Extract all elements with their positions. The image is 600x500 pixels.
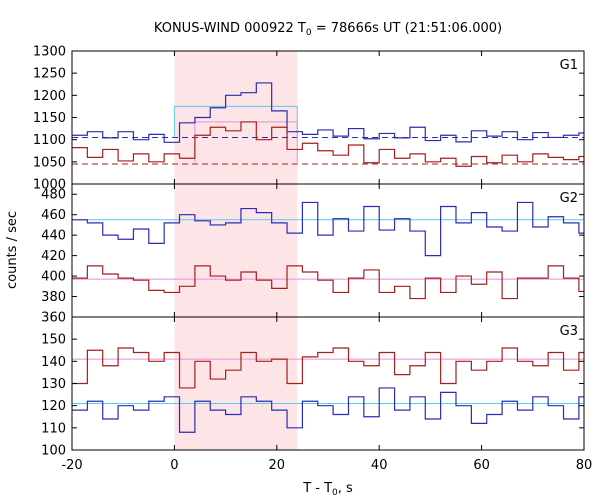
chart-title-sub: 0 bbox=[306, 28, 312, 38]
y-tick-label: 420 bbox=[41, 249, 66, 264]
series-g1-0 bbox=[72, 82, 584, 143]
y-tick-label: 1250 bbox=[33, 67, 66, 82]
y-tick-label: 460 bbox=[41, 208, 66, 223]
x-tick-label: 20 bbox=[269, 458, 286, 473]
x-axis-label-main: T - T bbox=[302, 481, 332, 496]
y-tick-label: 360 bbox=[41, 311, 66, 326]
y-tick-label: 440 bbox=[41, 229, 66, 244]
chart-title-main: KONUS-WIND 000922 T bbox=[154, 21, 306, 36]
series-g1-1 bbox=[72, 121, 584, 167]
panel-label-g2: G2 bbox=[560, 191, 578, 206]
chart-title: KONUS-WIND 000922 T0 = 78666s UT (21:51:… bbox=[154, 21, 502, 38]
series-g2-0 bbox=[72, 201, 584, 257]
panel-frame-g3 bbox=[71, 316, 585, 451]
panel-g3: G3 100 110 120 130 140 150 bbox=[41, 316, 585, 459]
y-axis-label: counts / sec bbox=[5, 211, 20, 289]
panel-g1: G1 1000 1050 1100 1150 1200 1250 1300 bbox=[33, 45, 585, 193]
y-tick-label: 480 bbox=[41, 188, 66, 203]
x-axis-label-sub: 0 bbox=[332, 488, 338, 498]
y-tick-label: 1000 bbox=[33, 178, 66, 193]
panel-frame-g2 bbox=[71, 183, 585, 318]
x-tick-label: 80 bbox=[576, 458, 593, 473]
y-tick-label: 400 bbox=[41, 270, 66, 285]
y-tick-label: 150 bbox=[41, 333, 66, 348]
panel-label-g1: G1 bbox=[560, 58, 578, 73]
series-g2-1 bbox=[72, 265, 584, 300]
series-g3-0 bbox=[72, 347, 584, 389]
y-tick-label: 140 bbox=[41, 355, 66, 370]
y-tick-label: 1150 bbox=[33, 111, 66, 126]
x-axis-label-rest: , s bbox=[338, 481, 353, 496]
y-tick-label: 1200 bbox=[33, 89, 66, 104]
y-tick-label: 100 bbox=[41, 444, 66, 459]
y-tick-label: 130 bbox=[41, 377, 66, 392]
x-tick-label: -20 bbox=[61, 458, 82, 473]
y-tick-label: 380 bbox=[41, 290, 66, 305]
x-tick-label: 60 bbox=[473, 458, 490, 473]
panel-label-g3: G3 bbox=[560, 324, 578, 339]
axes-layer: -20 0 20 40 60 80 bbox=[61, 458, 592, 473]
y-tick-label: 1100 bbox=[33, 133, 66, 148]
series-g3-1 bbox=[72, 387, 584, 433]
panels-layer: G1 1000 1050 1100 1150 1200 1250 1300 G2 360 380 40… bbox=[33, 45, 585, 459]
x-tick-label: 0 bbox=[170, 458, 178, 473]
y-tick-label: 110 bbox=[41, 421, 66, 436]
chart-title-rest: = 78666s UT (21:51:06.000) bbox=[312, 21, 502, 36]
x-tick-label: 40 bbox=[371, 458, 388, 473]
panel-g2: G2 360 380 400 420 440 460 480 bbox=[41, 183, 585, 326]
y-tick-label: 1300 bbox=[33, 45, 66, 60]
y-tick-label: 1050 bbox=[33, 155, 66, 170]
y-tick-label: 120 bbox=[41, 399, 66, 414]
x-axis-label: T - T0, s bbox=[302, 481, 353, 498]
